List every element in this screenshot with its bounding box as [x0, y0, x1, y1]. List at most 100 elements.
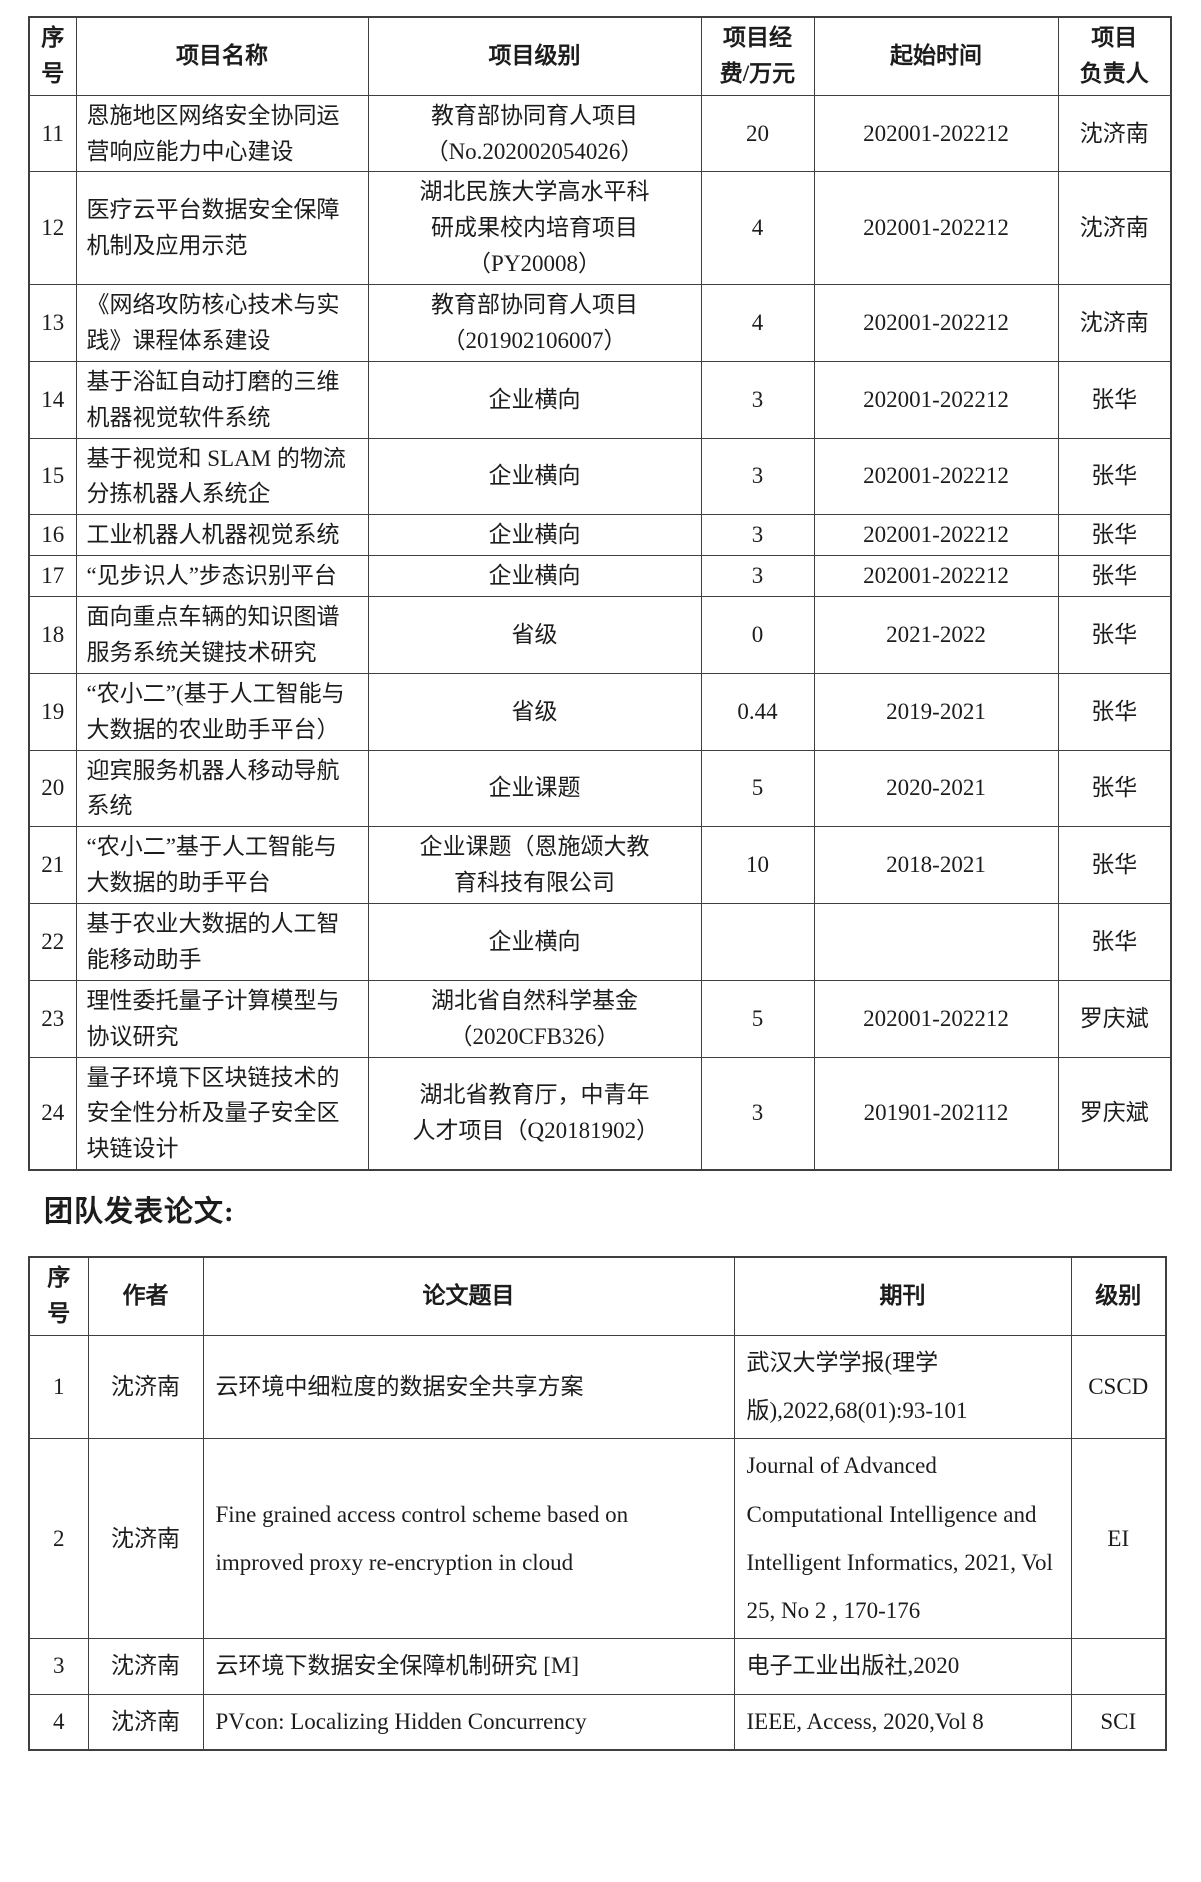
cell-grade: CSCD	[1070, 1334, 1167, 1440]
cell-fund: 3	[700, 514, 815, 557]
cell-period: 2020-2021	[813, 749, 1059, 828]
cell-journal: IEEE, Access, 2020,Vol 8	[733, 1693, 1072, 1751]
cell-name: 《网络攻防核心技术与实践》课程体系建设	[75, 284, 369, 362]
cell-fund	[700, 903, 815, 981]
cell-no: 12	[28, 171, 77, 286]
cell-no: 3	[28, 1638, 89, 1695]
cell-fund: 5	[700, 979, 815, 1058]
cell-period	[813, 903, 1059, 981]
cell-no: 14	[28, 360, 77, 439]
col-header-period: 起始时间	[813, 16, 1059, 96]
cell-name: “见步识人”步态识别平台	[75, 555, 369, 598]
cell-grade	[1070, 1638, 1167, 1695]
projects-table-body: 11 恩施地区网络安全协同运营响应能力中心建设 教育部协同育人项目（No.20200…	[28, 94, 1172, 1171]
cell-name: 基于浴缸自动打磨的三维机器视觉软件系统	[75, 360, 369, 439]
cell-leader: 张华	[1057, 555, 1172, 598]
cell-fund: 3	[700, 360, 815, 439]
cell-leader: 沈济南	[1057, 284, 1172, 362]
cell-no: 13	[28, 284, 77, 362]
cell-name: 基于农业大数据的人工智能移动助手	[75, 903, 369, 981]
cell-title: Fine grained access control scheme based…	[202, 1438, 735, 1640]
cell-no: 15	[28, 437, 77, 516]
cell-author: 沈济南	[87, 1638, 204, 1695]
cell-level: 企业横向	[367, 437, 702, 516]
cell-fund: 20	[700, 94, 815, 173]
cell-level: 教育部协同育人项目（No.202002054026）	[367, 94, 702, 173]
cell-level: 企业课题	[367, 749, 702, 828]
cell-no: 24	[28, 1056, 77, 1171]
cell-leader: 沈济南	[1057, 171, 1172, 286]
table-row: 20 迎宾服务机器人移动导航系统 企业课题 5 2020-2021 张华	[28, 749, 1172, 828]
col-header-journal: 期刊	[733, 1256, 1072, 1336]
table-row: 13 《网络攻防核心技术与实践》课程体系建设 教育部协同育人项目（201902106…	[28, 284, 1172, 362]
table-row: 24 量子环境下区块链技术的安全性分析及量子安全区块链设计 湖北省教育厅，中青年人才…	[28, 1056, 1172, 1171]
cell-name: 工业机器人机器视觉系统	[75, 514, 369, 557]
cell-fund: 10	[700, 826, 815, 905]
cell-title: 云环境中细粒度的数据安全共享方案	[202, 1334, 735, 1440]
cell-no: 1	[28, 1334, 89, 1440]
papers-table: 序 号 作者 论文题目 期刊 级别 1 沈济南 云环境中细粒度的数据安全共享方案 武汉…	[28, 1255, 1167, 1751]
cell-leader: 张华	[1057, 360, 1172, 439]
cell-name: “农小二”基于人工智能与大数据的助手平台	[75, 826, 369, 905]
col-header-no: 序 号	[28, 1256, 89, 1336]
cell-level: 企业横向	[367, 514, 702, 557]
cell-leader: 罗庆斌	[1057, 979, 1172, 1058]
cell-leader: 张华	[1057, 514, 1172, 557]
cell-period: 2021-2022	[813, 596, 1059, 674]
table-row: 14 基于浴缸自动打磨的三维机器视觉软件系统 企业横向 3 202001-202212 张…	[28, 360, 1172, 439]
cell-name: 医疗云平台数据安全保障机制及应用示范	[75, 171, 369, 286]
cell-period: 202001-202212	[813, 94, 1059, 173]
cell-journal: 电子工业出版社,2020	[733, 1638, 1072, 1695]
cell-period: 2019-2021	[813, 672, 1059, 751]
cell-fund: 0	[700, 596, 815, 674]
cell-period: 202001-202212	[813, 979, 1059, 1058]
header-row: 序 号 作者 论文题目 期刊 级别	[28, 1256, 1167, 1336]
cell-period: 202001-202212	[813, 171, 1059, 286]
col-header-no: 序 号	[28, 16, 77, 96]
cell-leader: 罗庆斌	[1057, 1056, 1172, 1171]
cell-no: 2	[28, 1438, 89, 1640]
cell-name: 面向重点车辆的知识图谱服务系统关键技术研究	[75, 596, 369, 674]
cell-name: 量子环境下区块链技术的安全性分析及量子安全区块链设计	[75, 1056, 369, 1171]
col-header-author: 作者	[87, 1256, 204, 1336]
cell-no: 21	[28, 826, 77, 905]
cell-name: 迎宾服务机器人移动导航系统	[75, 749, 369, 828]
col-header-project-level: 项目级别	[367, 16, 702, 96]
table-row: 4 沈济南 PVcon: Localizing Hidden Concurrency…	[28, 1693, 1167, 1751]
cell-level: 企业横向	[367, 903, 702, 981]
cell-title: PVcon: Localizing Hidden Concurrency	[202, 1693, 735, 1751]
col-header-funding: 项目经 费/万元	[700, 16, 815, 96]
cell-journal: Journal of Advanced Computational Intell…	[733, 1438, 1072, 1640]
table-row: 1 沈济南 云环境中细粒度的数据安全共享方案 武汉大学学报(理学版),2022,68(…	[28, 1334, 1167, 1440]
cell-leader: 张华	[1057, 826, 1172, 905]
cell-name: 基于视觉和 SLAM 的物流分拣机器人系统企	[75, 437, 369, 516]
table-row: 18 面向重点车辆的知识图谱服务系统关键技术研究 省级 0 2021-2022 张华	[28, 596, 1172, 674]
cell-author: 沈济南	[87, 1438, 204, 1640]
cell-no: 18	[28, 596, 77, 674]
col-header-project-name: 项目名称	[75, 16, 369, 96]
cell-period: 2018-2021	[813, 826, 1059, 905]
table-row: 23 理性委托量子计算模型与协议研究 湖北省自然科学基金（2020CFB326） 5 2…	[28, 979, 1172, 1058]
cell-period: 202001-202212	[813, 284, 1059, 362]
cell-leader: 张华	[1057, 749, 1172, 828]
cell-no: 22	[28, 903, 77, 981]
cell-no: 20	[28, 749, 77, 828]
cell-period: 202001-202212	[813, 360, 1059, 439]
cell-fund: 3	[700, 555, 815, 598]
cell-fund: 4	[700, 171, 815, 286]
papers-section-heading: 团队发表论文:	[44, 1196, 235, 1229]
document-page: 序 号 项目名称 项目级别 项目经 费/万元 起始时间 项目 负责人 11 恩施地…	[28, 16, 1201, 1751]
cell-level: 企业横向	[367, 555, 702, 598]
table-row: 22 基于农业大数据的人工智能移动助手 企业横向 张华	[28, 903, 1172, 981]
cell-no: 23	[28, 979, 77, 1058]
cell-title: 云环境下数据安全保障机制研究 [M]	[202, 1638, 735, 1695]
cell-period: 202001-202212	[813, 437, 1059, 516]
cell-level: 湖北省自然科学基金（2020CFB326）	[367, 979, 702, 1058]
cell-author: 沈济南	[87, 1334, 204, 1440]
cell-fund: 4	[700, 284, 815, 362]
cell-leader: 张华	[1057, 596, 1172, 674]
cell-period: 202001-202212	[813, 555, 1059, 598]
cell-leader: 张华	[1057, 437, 1172, 516]
cell-level: 省级	[367, 672, 702, 751]
table-row: 12 医疗云平台数据安全保障机制及应用示范 湖北民族大学高水平科研成果校内培育项目（…	[28, 171, 1172, 286]
